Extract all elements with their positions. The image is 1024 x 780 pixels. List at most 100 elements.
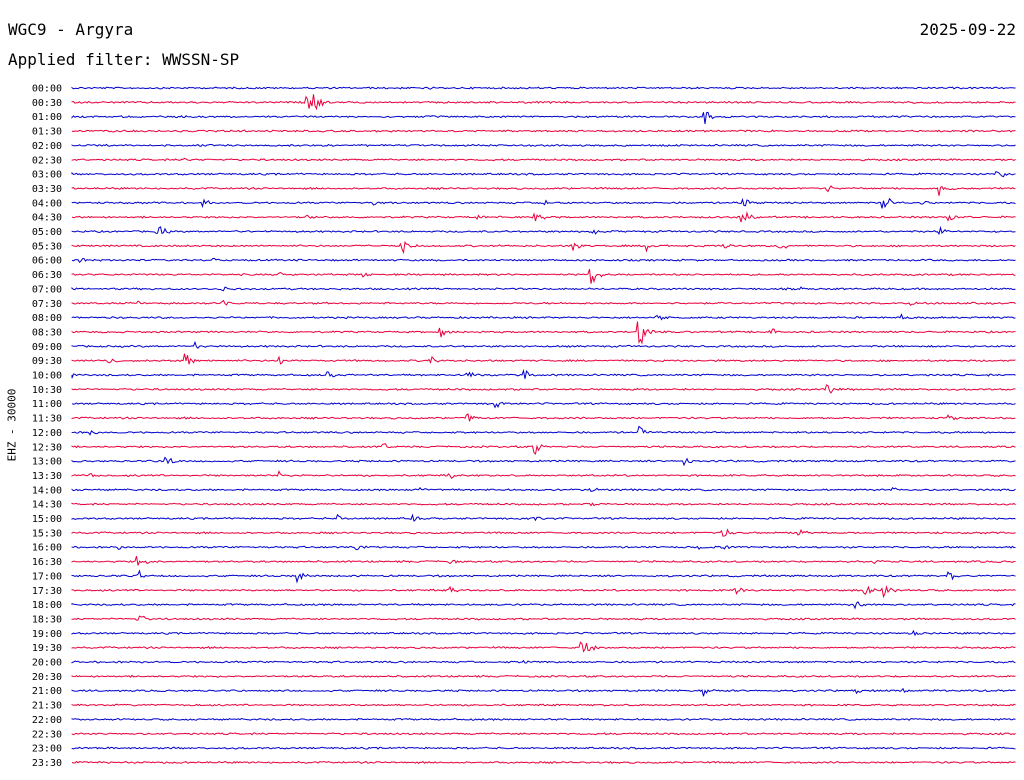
time-tick-label: 10:00 bbox=[32, 371, 62, 382]
time-tick-label: 00:30 bbox=[32, 98, 62, 109]
trace-line bbox=[71, 86, 1016, 90]
trace-line bbox=[71, 528, 1016, 537]
time-tick-label: 07:30 bbox=[32, 299, 62, 310]
trace-line bbox=[71, 641, 1016, 653]
time-tick-label: 13:30 bbox=[32, 471, 62, 482]
trace-line bbox=[71, 197, 1016, 209]
time-tick-label: 20:00 bbox=[32, 658, 62, 669]
trace-line bbox=[71, 299, 1016, 307]
time-tick-label: 08:00 bbox=[32, 313, 62, 324]
time-tick-label: 03:00 bbox=[32, 170, 62, 181]
trace-line bbox=[71, 353, 1016, 365]
time-tick-label: 11:00 bbox=[32, 399, 62, 410]
time-tick-label: 22:30 bbox=[32, 729, 62, 740]
time-tick-label: 02:30 bbox=[32, 155, 62, 166]
time-tick-label: 23:30 bbox=[32, 758, 62, 769]
trace-line bbox=[71, 456, 1016, 467]
trace-line bbox=[71, 257, 1016, 263]
time-tick-label: 01:00 bbox=[32, 112, 62, 123]
time-tick-label: 23:00 bbox=[32, 744, 62, 755]
time-tick-label: 04:00 bbox=[32, 198, 62, 209]
time-tick-label: 12:30 bbox=[32, 442, 62, 453]
trace-line bbox=[71, 659, 1016, 664]
trace-line bbox=[71, 703, 1016, 707]
trace-line bbox=[71, 157, 1016, 162]
filter-label: Applied filter: WWSSN-SP bbox=[8, 50, 240, 69]
trace-line bbox=[71, 225, 1016, 236]
time-tick-label: 18:00 bbox=[32, 600, 62, 611]
time-tick-label: 19:30 bbox=[32, 643, 62, 654]
time-tick-label: 02:00 bbox=[32, 141, 62, 152]
time-tick-label: 03:30 bbox=[32, 184, 62, 195]
trace-line bbox=[71, 513, 1016, 522]
trace-line bbox=[71, 443, 1016, 455]
trace-line bbox=[71, 545, 1016, 551]
trace-line bbox=[71, 340, 1016, 349]
time-tick-label: 06:30 bbox=[32, 270, 62, 281]
time-tick-label: 17:00 bbox=[32, 571, 62, 582]
trace-line bbox=[71, 268, 1016, 284]
trace-line bbox=[71, 286, 1016, 292]
trace-line bbox=[71, 486, 1016, 492]
trace-line bbox=[71, 129, 1016, 133]
time-tick-label: 00:00 bbox=[32, 84, 62, 95]
trace-line bbox=[71, 321, 1016, 345]
time-tick-label: 15:30 bbox=[32, 528, 62, 539]
time-tick-label: 14:00 bbox=[32, 485, 62, 496]
time-tick-label: 05:00 bbox=[32, 227, 62, 238]
trace-line bbox=[71, 425, 1016, 436]
trace-line bbox=[71, 615, 1016, 621]
time-tick-label: 21:00 bbox=[32, 686, 62, 697]
trace-line bbox=[71, 170, 1016, 178]
time-tick-label: 04:30 bbox=[32, 213, 62, 224]
trace-line bbox=[71, 687, 1016, 697]
trace-line bbox=[71, 94, 1016, 111]
trace-line bbox=[71, 384, 1016, 394]
time-tick-label: 09:00 bbox=[32, 342, 62, 353]
time-tick-label: 11:30 bbox=[32, 414, 62, 425]
trace-line bbox=[71, 601, 1016, 610]
time-tick-label: 21:30 bbox=[32, 701, 62, 712]
trace-line bbox=[71, 143, 1016, 148]
time-tick-label: 12:00 bbox=[32, 428, 62, 439]
time-tick-label: 08:30 bbox=[32, 327, 62, 338]
trace-line bbox=[71, 240, 1016, 255]
trace-line bbox=[71, 413, 1016, 422]
time-tick-label: 05:30 bbox=[32, 241, 62, 252]
time-tick-label: 13:00 bbox=[32, 457, 62, 468]
time-tick-label: 17:30 bbox=[32, 586, 62, 597]
trace-line bbox=[71, 732, 1016, 736]
time-tick-label: 19:00 bbox=[32, 629, 62, 640]
trace-line bbox=[71, 502, 1016, 507]
time-tick-label: 01:30 bbox=[32, 127, 62, 138]
trace-line bbox=[71, 585, 1016, 599]
trace-line bbox=[71, 313, 1016, 321]
time-tick-label: 10:30 bbox=[32, 385, 62, 396]
time-tick-label: 20:30 bbox=[32, 672, 62, 683]
trace-line bbox=[71, 569, 1016, 584]
trace-line bbox=[71, 746, 1016, 750]
record-date: 2025-09-22 bbox=[919, 20, 1016, 39]
time-tick-label: 18:30 bbox=[32, 614, 62, 625]
time-tick-label: 09:30 bbox=[32, 356, 62, 367]
trace-line bbox=[71, 629, 1016, 637]
trace-line bbox=[71, 185, 1016, 196]
time-tick-label: 14:30 bbox=[32, 500, 62, 511]
trace-line bbox=[71, 674, 1016, 678]
trace-line bbox=[71, 401, 1016, 409]
time-tick-label: 16:00 bbox=[32, 543, 62, 554]
trace-line bbox=[71, 211, 1016, 223]
time-tick-label: 07:00 bbox=[32, 284, 62, 295]
trace-line bbox=[71, 717, 1016, 722]
time-tick-label: 22:00 bbox=[32, 715, 62, 726]
trace-line bbox=[71, 556, 1016, 566]
trace-line bbox=[71, 760, 1016, 765]
trace-line bbox=[71, 111, 1016, 124]
time-tick-label: 06:00 bbox=[32, 256, 62, 267]
time-tick-label: 15:00 bbox=[32, 514, 62, 525]
station-title: WGC9 - Argyra bbox=[8, 20, 134, 39]
trace-line bbox=[71, 368, 1016, 379]
trace-line bbox=[71, 470, 1016, 480]
time-tick-label: 16:30 bbox=[32, 557, 62, 568]
